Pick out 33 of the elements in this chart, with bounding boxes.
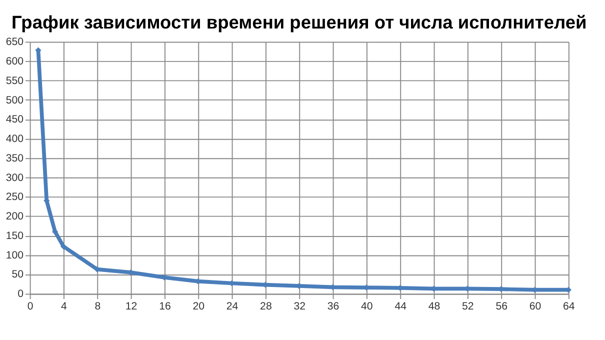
y-tick-label: 50 — [12, 268, 24, 281]
x-tick-label: 40 — [361, 300, 373, 313]
y-tick-label: 400 — [6, 133, 24, 146]
x-tick-label: 20 — [192, 300, 205, 313]
x-tick-label: 32 — [294, 300, 306, 313]
x-tick-label: 8 — [94, 300, 101, 313]
y-tick-label: 550 — [6, 74, 24, 87]
chart-title: График зависимости времени решения от числа исполнителей — [12, 11, 587, 32]
x-tick-label: 16 — [159, 300, 171, 313]
y-tick-label: 150 — [6, 230, 24, 242]
x-tick-label: 12 — [125, 300, 138, 313]
y-tick-label: 100 — [6, 249, 24, 262]
y-tick-label: 500 — [6, 94, 24, 106]
x-tick-label: 52 — [462, 300, 474, 313]
y-tick-label: 300 — [6, 172, 24, 184]
x-tick-label: 64 — [563, 300, 575, 313]
y-tick-label: 200 — [6, 210, 24, 223]
y-tick-label: 450 — [6, 114, 24, 126]
y-tick-label: 350 — [6, 152, 24, 164]
x-tick-label: 28 — [260, 300, 272, 313]
x-tick-label: 56 — [496, 300, 508, 313]
y-tick-label: 600 — [6, 55, 24, 68]
x-tick-label: 48 — [428, 300, 440, 313]
x-tick-label: 24 — [226, 300, 238, 313]
x-tick-label: 60 — [529, 300, 542, 313]
y-tick-label: 250 — [6, 191, 24, 204]
x-tick-label: 44 — [394, 300, 407, 313]
point — [60, 243, 67, 250]
y-tick-label: 0 — [18, 288, 24, 300]
x-tick-label: 0 — [27, 300, 34, 313]
x-tick-label: 4 — [61, 300, 68, 313]
y-tick-label: 650 — [6, 36, 24, 48]
x-tick-label: 36 — [327, 300, 340, 313]
